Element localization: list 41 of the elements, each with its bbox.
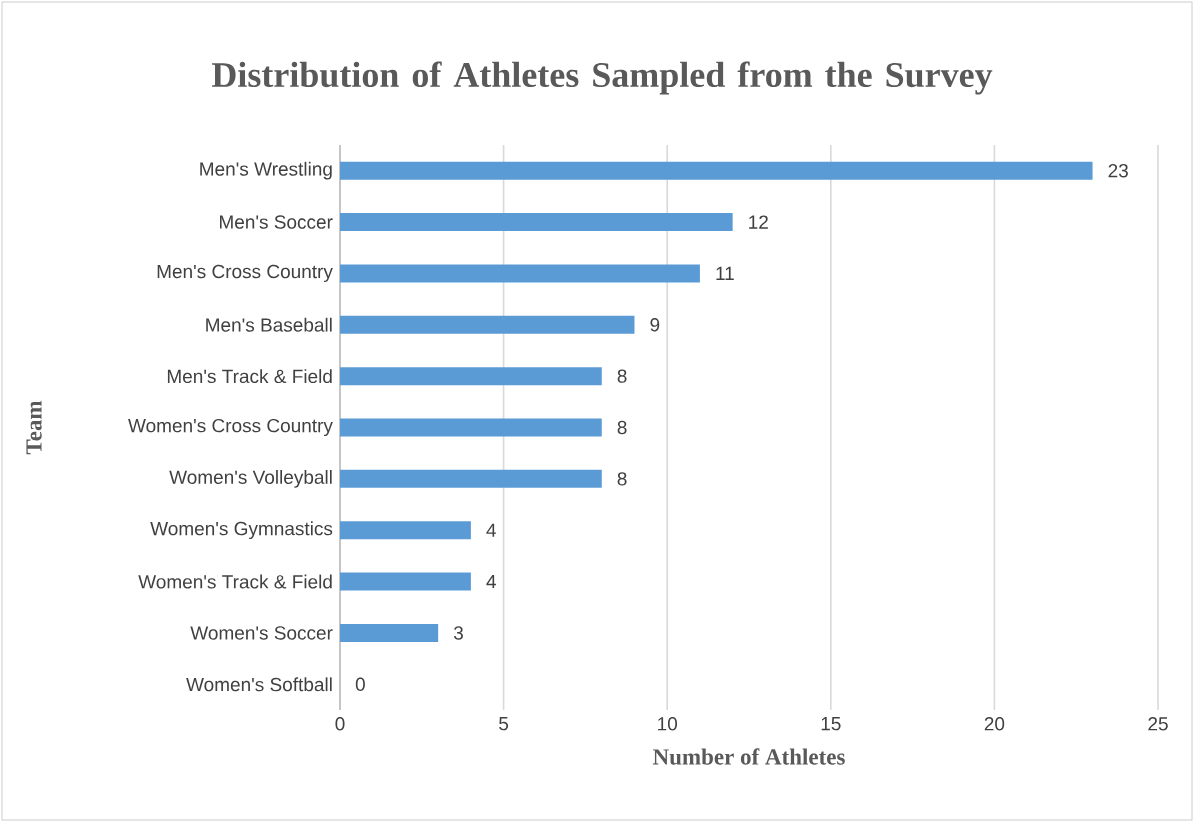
x-tick-label: 25 (1148, 717, 1168, 731)
x-tick-label: 15 (821, 717, 841, 731)
bar (340, 213, 733, 232)
bar (340, 161, 1093, 180)
y-tick-label: Women's Gymnastics (150, 521, 333, 540)
bar (340, 264, 700, 283)
data-label: 0 (355, 677, 365, 692)
y-tick-label: Men's Wrestling (200, 161, 332, 180)
x-tick-label: 20 (984, 717, 1005, 731)
y-tick-label: Men's Track & Field (167, 369, 332, 384)
y-tick-label: Women's Volleyball (169, 470, 332, 488)
bar (340, 315, 635, 334)
y-tick-label: Men's Soccer (220, 215, 333, 229)
y-tick-label: Women's Track & Field (138, 574, 332, 589)
bar (340, 367, 602, 386)
y-axis-title: Team (26, 400, 42, 455)
data-label: 4 (486, 575, 496, 589)
x-tick-label: 10 (658, 717, 678, 731)
y-tick-label: Women's Cross Country (128, 418, 333, 437)
y-tick-label: Men's Cross Country (157, 264, 333, 283)
bar (340, 572, 471, 591)
data-label: 23 (1108, 163, 1128, 178)
chart-title: Distribution of Athletes Sampled from the Survey (211, 61, 993, 95)
data-label: 9 (650, 318, 660, 332)
data-label: 8 (617, 369, 627, 383)
bar (340, 521, 471, 540)
data-label: 11 (716, 266, 734, 280)
y-tick-label: Women's Soccer (190, 626, 333, 640)
bar (340, 623, 439, 642)
data-label: 12 (749, 215, 768, 229)
y-tick-label: Women's Softball (186, 677, 332, 692)
bar (340, 418, 602, 437)
y-tick-label: Men's Baseball (206, 317, 332, 332)
x-axis-title: Number of Athletes (652, 748, 845, 765)
x-tick-label: 0 (335, 717, 345, 731)
x-tick-label: 5 (499, 717, 509, 731)
data-label: 4 (486, 523, 496, 537)
data-label: 8 (617, 472, 627, 486)
data-label: 8 (617, 420, 627, 435)
data-label: 3 (453, 626, 463, 640)
bar (340, 469, 602, 488)
